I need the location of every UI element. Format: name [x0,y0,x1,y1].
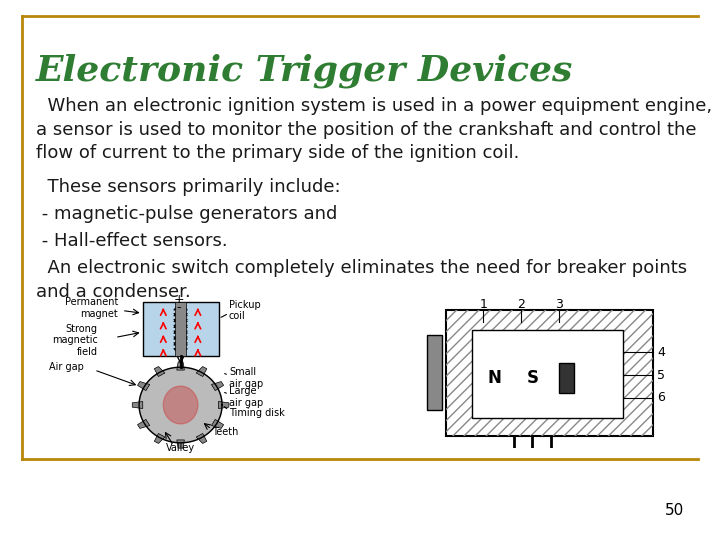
Polygon shape [163,386,198,424]
Text: - magnetic-pulse generators and: - magnetic-pulse generators and [36,205,338,223]
Polygon shape [177,362,184,370]
FancyBboxPatch shape [176,302,186,356]
Polygon shape [212,420,224,428]
Text: Permanent
magnet: Permanent magnet [65,297,118,319]
Text: Valley: Valley [166,443,195,453]
Text: - Hall-effect sensors.: - Hall-effect sensors. [36,232,228,250]
Polygon shape [197,367,207,376]
Polygon shape [177,440,184,448]
Text: These sensors primarily include:: These sensors primarily include: [36,178,341,196]
Text: -: - [176,301,181,314]
Text: Air gap: Air gap [49,362,84,372]
Polygon shape [138,420,150,428]
Text: 5: 5 [657,369,665,382]
Text: +: + [174,293,184,306]
Text: Strong
magnetic
field: Strong magnetic field [52,323,98,357]
FancyBboxPatch shape [426,335,441,410]
Text: 6: 6 [657,392,665,404]
Text: An electronic switch completely eliminates the need for breaker points
and a con: An electronic switch completely eliminat… [36,259,687,301]
Polygon shape [138,382,150,390]
Text: 4: 4 [657,346,665,359]
FancyBboxPatch shape [472,330,623,418]
Text: N: N [487,369,502,387]
FancyBboxPatch shape [143,302,219,356]
Text: 3: 3 [555,298,563,311]
Polygon shape [154,367,165,376]
Text: When an electronic ignition system is used in a power equipment engine,
a sensor: When an electronic ignition system is us… [36,97,712,163]
Text: 2: 2 [517,298,525,311]
Text: 1: 1 [480,298,487,311]
Polygon shape [197,434,207,443]
Text: Teeth: Teeth [212,427,238,437]
Text: 50: 50 [665,503,684,518]
Text: Electronic Trigger Devices: Electronic Trigger Devices [36,54,573,89]
Text: Timing disk: Timing disk [229,408,284,418]
Polygon shape [212,382,224,390]
Text: Pickup
coil: Pickup coil [229,300,261,321]
Text: Small
air gap: Small air gap [229,367,264,389]
Text: Large
air gap: Large air gap [229,386,264,408]
FancyBboxPatch shape [559,362,574,393]
Polygon shape [218,402,229,408]
Polygon shape [139,367,222,443]
Polygon shape [132,402,143,408]
Polygon shape [154,434,165,443]
Text: S: S [526,369,539,387]
